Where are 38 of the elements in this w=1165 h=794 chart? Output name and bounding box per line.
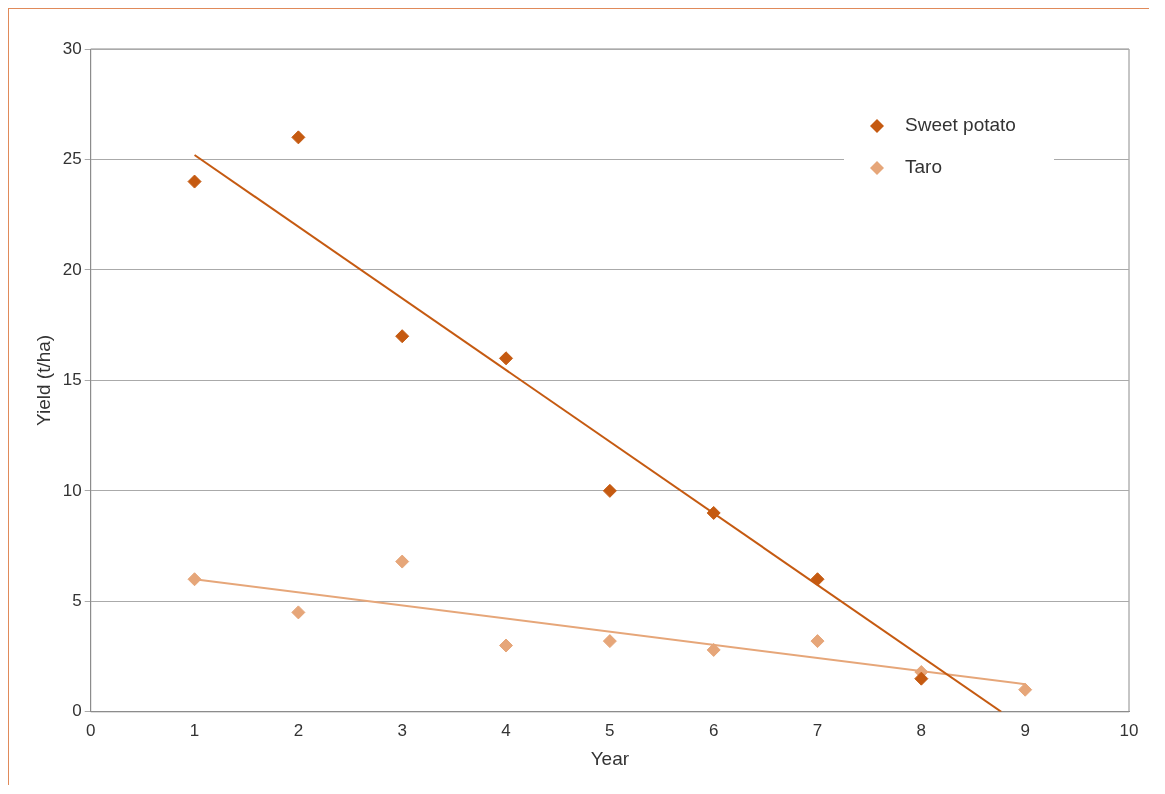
point <box>810 634 825 649</box>
x-tick-label: 7 <box>812 720 823 740</box>
x-tick-label: 6 <box>708 720 719 740</box>
x-tick-label: 10 <box>1119 720 1139 740</box>
x-tick-label: 0 <box>85 720 96 740</box>
point <box>810 572 825 587</box>
point <box>602 634 617 649</box>
y-tick-label: 25 <box>62 149 82 169</box>
point <box>395 329 410 344</box>
point <box>706 505 721 520</box>
point <box>602 483 617 498</box>
point <box>187 572 202 587</box>
x-tick-label: 5 <box>605 720 615 740</box>
legend-label: Sweet potato <box>905 114 1016 136</box>
y-tick-label: 5 <box>72 591 82 611</box>
x-tick-label: 1 <box>189 720 200 740</box>
x-tick-label: 4 <box>501 720 511 740</box>
point <box>499 638 514 653</box>
point <box>291 130 306 145</box>
point <box>706 642 721 657</box>
x-tick-label: 3 <box>397 720 407 740</box>
x-tick-label: 2 <box>293 720 304 740</box>
legend-label: Taro <box>905 156 942 178</box>
point <box>499 351 514 366</box>
y-tick-label: 15 <box>62 370 82 390</box>
point <box>395 554 410 569</box>
y-tick-label: 20 <box>62 259 82 279</box>
point <box>914 671 929 686</box>
point <box>291 605 306 620</box>
x-tick-label: 9 <box>1020 720 1030 740</box>
y-tick-label: 0 <box>72 701 82 721</box>
point <box>187 174 202 189</box>
point <box>1018 682 1033 697</box>
y-tick-label: 10 <box>62 480 82 500</box>
y-tick-label: 30 <box>62 38 82 58</box>
y-axis-title: Yield (t/ha) <box>32 334 54 426</box>
x-tick-label: 8 <box>916 720 927 740</box>
x-axis-title: Year <box>590 747 630 769</box>
